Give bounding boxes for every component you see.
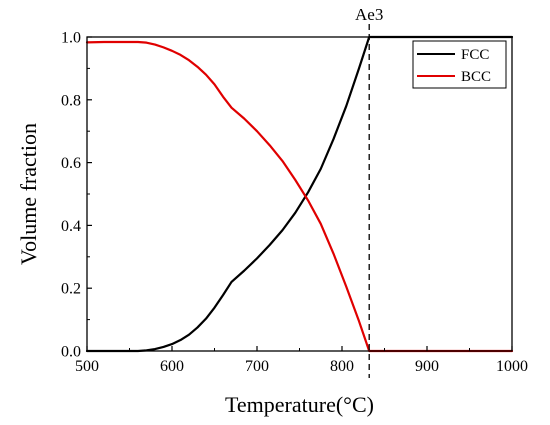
plot-area: [87, 37, 512, 351]
x-tick-label: 600: [160, 358, 184, 375]
y-tick-label: 1.0: [61, 30, 81, 47]
x-tick-label: 800: [330, 358, 354, 375]
y-tick-label: 0.8: [61, 92, 81, 109]
annotation-layer: Ae3: [355, 5, 383, 378]
y-tick-label: 0.4: [61, 218, 81, 235]
x-tick-label: 500: [75, 358, 99, 375]
x-axis-title: Temperature(°C): [225, 392, 374, 417]
series-layer: [85, 35, 514, 353]
legend-label-fcc: FCC: [461, 47, 489, 63]
y-tick-label: 0.0: [61, 344, 81, 361]
legend-box: [412, 40, 507, 89]
y-axis-title: Volume fraction: [16, 123, 41, 265]
x-tick-label: 700: [245, 358, 269, 375]
y-tick-label: 0.2: [61, 281, 81, 298]
x-tick-label: 1000: [496, 358, 528, 375]
axes-layer: 500 600 700 800 900 1000 0.0 0.2 0.4 0.6 0.8 1.0: [61, 30, 528, 376]
series-line-fcc: [85, 35, 514, 353]
series-line-bcc: [85, 40, 514, 353]
legend-label-bcc: BCC: [461, 69, 491, 85]
legend: FCC BCC: [412, 40, 507, 89]
y-tick-label: 0.6: [61, 155, 81, 172]
ae3-annotation-label: Ae3: [355, 5, 383, 24]
plot-background: [87, 37, 512, 351]
x-tick-label: 900: [415, 358, 439, 375]
